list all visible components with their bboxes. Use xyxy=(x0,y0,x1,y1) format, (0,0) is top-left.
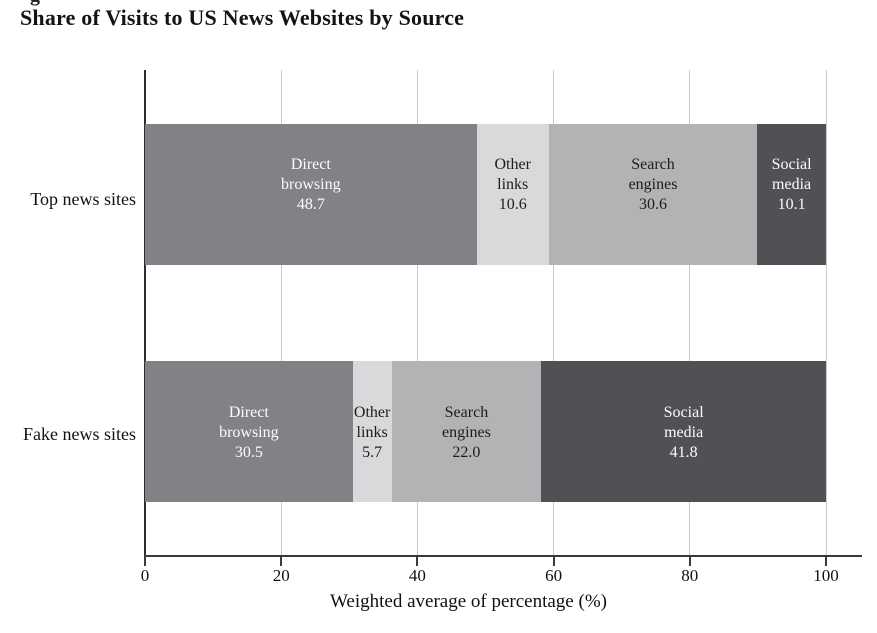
stacked-bar-top-news-sites: Direct browsing 48.7 Other links 10.6 Search en… xyxy=(145,124,826,265)
x-axis-tick-label: 60 xyxy=(545,566,563,585)
x-axis-tick-label: 20 xyxy=(272,566,290,585)
segment-value: 48.7 xyxy=(296,195,325,213)
chart-title: Share of Visits to US News Websites by S… xyxy=(20,5,465,30)
segment-label: Direct browsing 30.5 xyxy=(219,403,279,461)
segment-value: 30.5 xyxy=(234,443,263,461)
plot-area: 0 20 40 60 80 100 Direct browsing 48.7 Other link… xyxy=(23,70,862,585)
segment-value: 10.1 xyxy=(777,195,806,213)
bar-segment-search-engines: Search engines 22.0 xyxy=(391,361,542,502)
gridline xyxy=(689,70,691,555)
bar-segment-search-engines: Search engines 30.6 xyxy=(548,124,758,265)
x-axis-tick xyxy=(144,557,146,566)
segment-label: Other links 5.7 xyxy=(353,403,391,461)
x-axis-tick xyxy=(280,557,283,566)
x-axis-tick-label: 40 xyxy=(408,566,426,585)
segment-label: Direct browsing 48.7 xyxy=(281,155,341,213)
x-axis-tick-label: 80 xyxy=(681,566,699,585)
segment-label: Search engines 30.6 xyxy=(628,155,678,213)
bar-segment-other-links: Other links 5.7 xyxy=(352,361,392,502)
bar-segment-other-links: Other links 10.6 xyxy=(476,124,549,265)
x-axis-tick xyxy=(688,557,691,566)
gridline xyxy=(553,70,555,555)
segment-value: 5.7 xyxy=(362,443,383,461)
gridline xyxy=(416,70,418,555)
stacked-bar-fake-news-sites: Direct browsing 30.5 Other links 5.7 Search eng… xyxy=(145,361,826,502)
segment-label: Social media 41.8 xyxy=(663,403,704,461)
x-axis-tick-label: 100 xyxy=(813,566,839,585)
segment-value: 22.0 xyxy=(452,443,481,461)
x-axis-title: Weighted average of percentage (%) xyxy=(330,591,607,612)
x-axis-line xyxy=(144,555,862,557)
x-axis-tick xyxy=(416,557,419,566)
y-axis-line xyxy=(144,70,146,556)
segment-value: 10.6 xyxy=(498,195,527,213)
category-label-fake-news-sites: Fake news sites xyxy=(23,423,136,444)
segment-value: 41.8 xyxy=(669,443,698,461)
segment-value: 30.6 xyxy=(639,195,667,213)
cropped-text-fragment: g xyxy=(30,0,40,7)
x-axis-tick xyxy=(552,557,555,566)
segment-label: Social media 10.1 xyxy=(771,155,812,213)
gridline xyxy=(825,70,827,555)
gridline xyxy=(280,70,282,555)
x-axis-tick xyxy=(825,557,827,566)
bar-segment-direct-browsing: Direct browsing 30.5 xyxy=(145,361,353,502)
category-label-top-news-sites: Top news sites xyxy=(30,188,136,209)
bar-segment-social-media: Social media 41.8 xyxy=(541,361,826,502)
segment-label: Other links 10.6 xyxy=(494,155,531,213)
segment-label: Search engines 22.0 xyxy=(441,403,491,461)
bar-segment-direct-browsing: Direct browsing 48.7 xyxy=(145,124,477,265)
x-axis-tick-label: 0 xyxy=(140,566,150,585)
bar-segment-social-media: Social media 10.1 xyxy=(757,124,826,265)
